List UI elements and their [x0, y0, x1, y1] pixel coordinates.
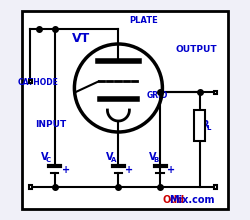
Bar [194, 110, 205, 141]
Bar [29, 80, 32, 83]
Text: +: + [126, 165, 134, 175]
Text: B: B [154, 157, 159, 163]
Text: V: V [149, 152, 156, 162]
Text: INPUT: INPUT [35, 120, 66, 129]
Bar [214, 91, 217, 94]
Text: PLATE: PLATE [130, 16, 158, 25]
Text: Odd: Odd [162, 195, 185, 205]
Text: L: L [206, 125, 210, 131]
Text: V: V [41, 152, 48, 162]
Text: V: V [106, 152, 113, 162]
Text: GRID: GRID [147, 91, 169, 100]
Text: C: C [46, 157, 51, 163]
Text: Mix.com: Mix.com [169, 195, 214, 205]
Bar [29, 185, 32, 189]
Text: R: R [201, 120, 208, 130]
Text: +: + [62, 165, 70, 175]
Text: VT: VT [72, 32, 90, 45]
Text: CATHODE: CATHODE [18, 78, 59, 87]
Bar [214, 185, 217, 189]
Text: A: A [111, 157, 116, 163]
Text: +: + [167, 165, 175, 175]
Text: OUTPUT: OUTPUT [176, 45, 217, 54]
